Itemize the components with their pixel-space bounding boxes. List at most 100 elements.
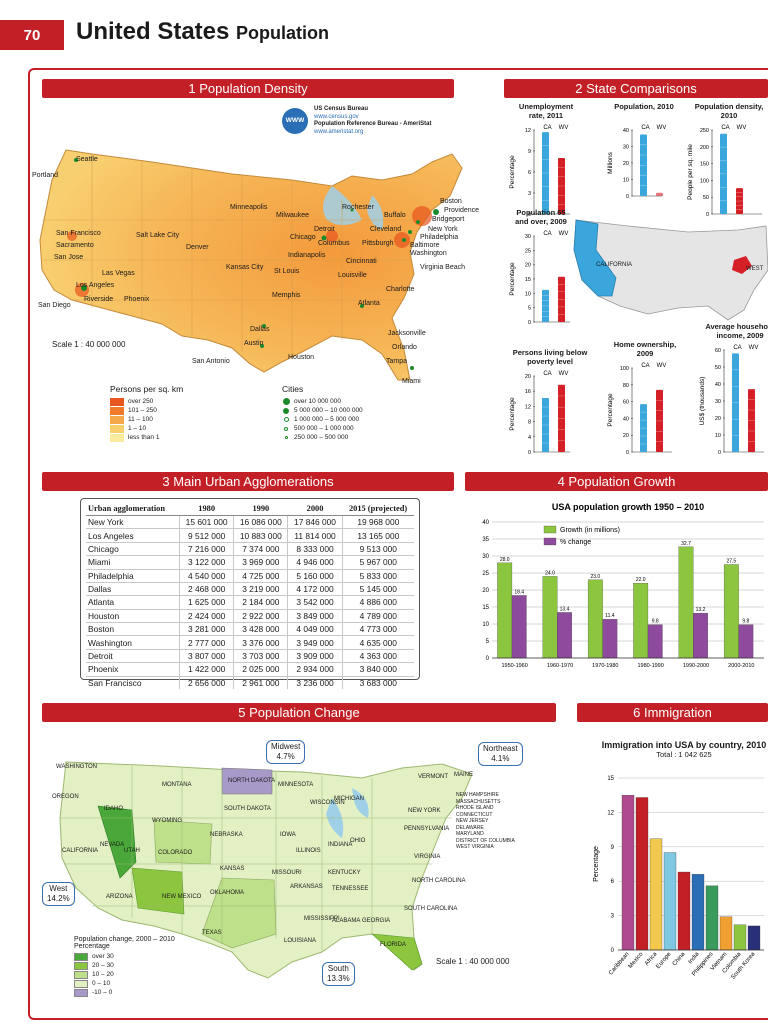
city-cleveland: Cleveland bbox=[370, 226, 402, 233]
density-legend-swatch bbox=[110, 406, 124, 415]
table-cell: 3 236 000 bbox=[287, 675, 343, 689]
state-bar-label: CA bbox=[733, 345, 741, 351]
change-legend: Population change, 2000 – 2010 Percentag… bbox=[74, 936, 175, 997]
change-legend-item: 0 – 10 bbox=[74, 979, 175, 988]
state-chart-ytick: 20 bbox=[715, 416, 721, 422]
urban-table: Urban agglomeration 1980 1990 2000 2015 (pro… bbox=[80, 498, 420, 689]
table-cell: 13 165 000 bbox=[341, 528, 414, 543]
change-legend-label: 0 – 10 bbox=[92, 980, 111, 987]
table-cell: 3 683 000 bbox=[341, 675, 414, 689]
density-legend-item: 11 – 100 bbox=[110, 415, 183, 424]
state-label: KANSAS bbox=[220, 866, 245, 872]
state-chart-ytick: 150 bbox=[700, 162, 709, 168]
state-label: OKLAHOMA bbox=[210, 890, 245, 896]
table-cell: 2 922 000 bbox=[233, 608, 288, 623]
city-bridgeport: Bridgeport bbox=[432, 216, 465, 223]
callout-west-name: West bbox=[49, 884, 68, 893]
state-bar-label: WV bbox=[657, 363, 667, 369]
city-seattle: Seattle bbox=[76, 156, 98, 163]
pct-change-bar bbox=[693, 612, 708, 659]
state-label: NEW HAMPSHIRE bbox=[456, 792, 499, 798]
state-bar-label: WV bbox=[559, 371, 569, 377]
state-bar-label: CA bbox=[721, 125, 729, 131]
state-label: WASHINGTON bbox=[56, 764, 98, 770]
city-san-francisco: San Francisco bbox=[56, 230, 101, 237]
city-rochester: Rochester bbox=[342, 204, 374, 211]
state-chart-ylabel: Millions bbox=[607, 151, 614, 173]
state-chart-title-population: Population, 2010 bbox=[614, 102, 674, 111]
state-chart-poverty: Percentage 20 16 12 8 4 0 CA WV bbox=[509, 371, 570, 456]
table-cell: 3 376 000 bbox=[233, 635, 288, 650]
state-bar-label: CA bbox=[641, 125, 649, 131]
state-label: RHODE ISLAND bbox=[456, 805, 494, 811]
table-cell: 4 363 000 bbox=[341, 648, 414, 663]
state-label: DELAWARE bbox=[456, 824, 484, 831]
table-cell: 2 468 000 bbox=[179, 581, 234, 596]
cities-legend-item: 1 000 000 – 5 000 000 bbox=[282, 415, 363, 424]
growth-value-label: 27.5 bbox=[726, 559, 736, 565]
density-legend-swatch bbox=[110, 397, 124, 406]
immigration-category-label: China bbox=[672, 951, 687, 967]
density-legend-swatch bbox=[110, 433, 124, 442]
table-cell: Phoenix bbox=[86, 662, 180, 676]
growth-ytick: 30 bbox=[482, 554, 489, 560]
state-chart-ytick: 20 bbox=[623, 433, 629, 439]
city-boston: Boston bbox=[440, 198, 462, 205]
city-portland: Portland bbox=[32, 172, 59, 179]
state-chart-ylabel: Percentage bbox=[509, 262, 516, 296]
growth-legend-label: % change bbox=[560, 539, 591, 546]
change-legend-swatch bbox=[74, 961, 88, 970]
growth-ytick: 35 bbox=[482, 537, 489, 543]
state-chart-ytick: 10 bbox=[715, 433, 721, 439]
density-legend-swatch bbox=[110, 415, 124, 424]
table-cell: 2 424 000 bbox=[179, 608, 234, 623]
city-charlotte: Charlotte bbox=[386, 286, 415, 293]
immigration-bar bbox=[705, 885, 719, 951]
table-row: Chicago 7 216 000 7 374 000 8 333 000 9 513 … bbox=[86, 541, 414, 556]
table-cell: 15 601 000 bbox=[179, 514, 234, 529]
city-las-vegas: Las Vegas bbox=[102, 270, 135, 277]
cities-legend-label: 500 000 – 1 000 000 bbox=[294, 425, 354, 432]
table-cell: 4 172 000 bbox=[287, 581, 343, 596]
source-link-2[interactable]: www.ameristat.org bbox=[314, 128, 364, 135]
table-row: Houston 2 424 000 2 922 000 3 849 000 4 789 … bbox=[86, 608, 414, 623]
locator-map-svg bbox=[573, 219, 768, 321]
growth-bar bbox=[678, 546, 694, 659]
table-cell: 10 883 000 bbox=[233, 528, 288, 543]
state-chart-ytick: 0 bbox=[718, 450, 721, 456]
immigration-category-label: Mexico bbox=[628, 951, 645, 970]
density-legend-label: over 250 bbox=[128, 398, 154, 405]
state-label: SOUTH DAKOTA bbox=[224, 806, 271, 812]
table-cell: 2 025 000 bbox=[233, 662, 288, 676]
cities-legend-item: 250 000 – 500 000 bbox=[282, 433, 363, 442]
source-link-1[interactable]: www.census.gov bbox=[314, 113, 359, 120]
table-cell: 3 122 000 bbox=[179, 555, 234, 569]
city-indianapolis: Indianapolis bbox=[288, 252, 326, 259]
city-memphis: Memphis bbox=[272, 292, 301, 299]
cities-legend: Cities over 10 000 000 5 000 000 – 10 000… bbox=[282, 384, 363, 442]
state-label: ILLINOIS bbox=[296, 848, 321, 854]
state-label: WEST VIRGINIA bbox=[456, 844, 494, 850]
city-austin: Austin bbox=[244, 340, 264, 347]
state-chart-ytick: 15 bbox=[525, 277, 531, 283]
growth-value-label: 9.8 bbox=[742, 619, 749, 625]
cities-legend-label: 1 000 000 – 5 000 000 bbox=[294, 416, 360, 423]
state-label: MASSACHUSETTS bbox=[456, 798, 501, 805]
city-orlando: Orlando bbox=[392, 344, 417, 351]
density-legend-item: less than 1 bbox=[110, 433, 183, 442]
city-milwaukee: Milwaukee bbox=[276, 212, 310, 219]
city-dot-icon bbox=[282, 425, 290, 433]
state-bar-label: WV bbox=[737, 125, 747, 131]
table-row: Philadelphia 4 540 000 4 725 000 5 160 000 5… bbox=[86, 568, 414, 583]
page-title-sub: Population bbox=[236, 23, 330, 43]
change-legend-item: over 30 bbox=[74, 952, 175, 961]
growth-value-label: 13.2 bbox=[696, 607, 706, 613]
immigration-total: Total : 1 042 625 bbox=[656, 750, 712, 759]
density-legend: Persons per sq. km over 250 101 – 250 11 –… bbox=[110, 384, 183, 442]
callout-northeast: Northeast 4.1% bbox=[478, 742, 523, 766]
growth-ytick: 20 bbox=[482, 588, 489, 594]
state-chart-ytick: 200 bbox=[700, 145, 709, 151]
table-cell: 16 086 000 bbox=[233, 514, 288, 529]
table-header: 2015 (projected) bbox=[342, 502, 414, 516]
state-label: TENNESSEE bbox=[332, 886, 369, 892]
